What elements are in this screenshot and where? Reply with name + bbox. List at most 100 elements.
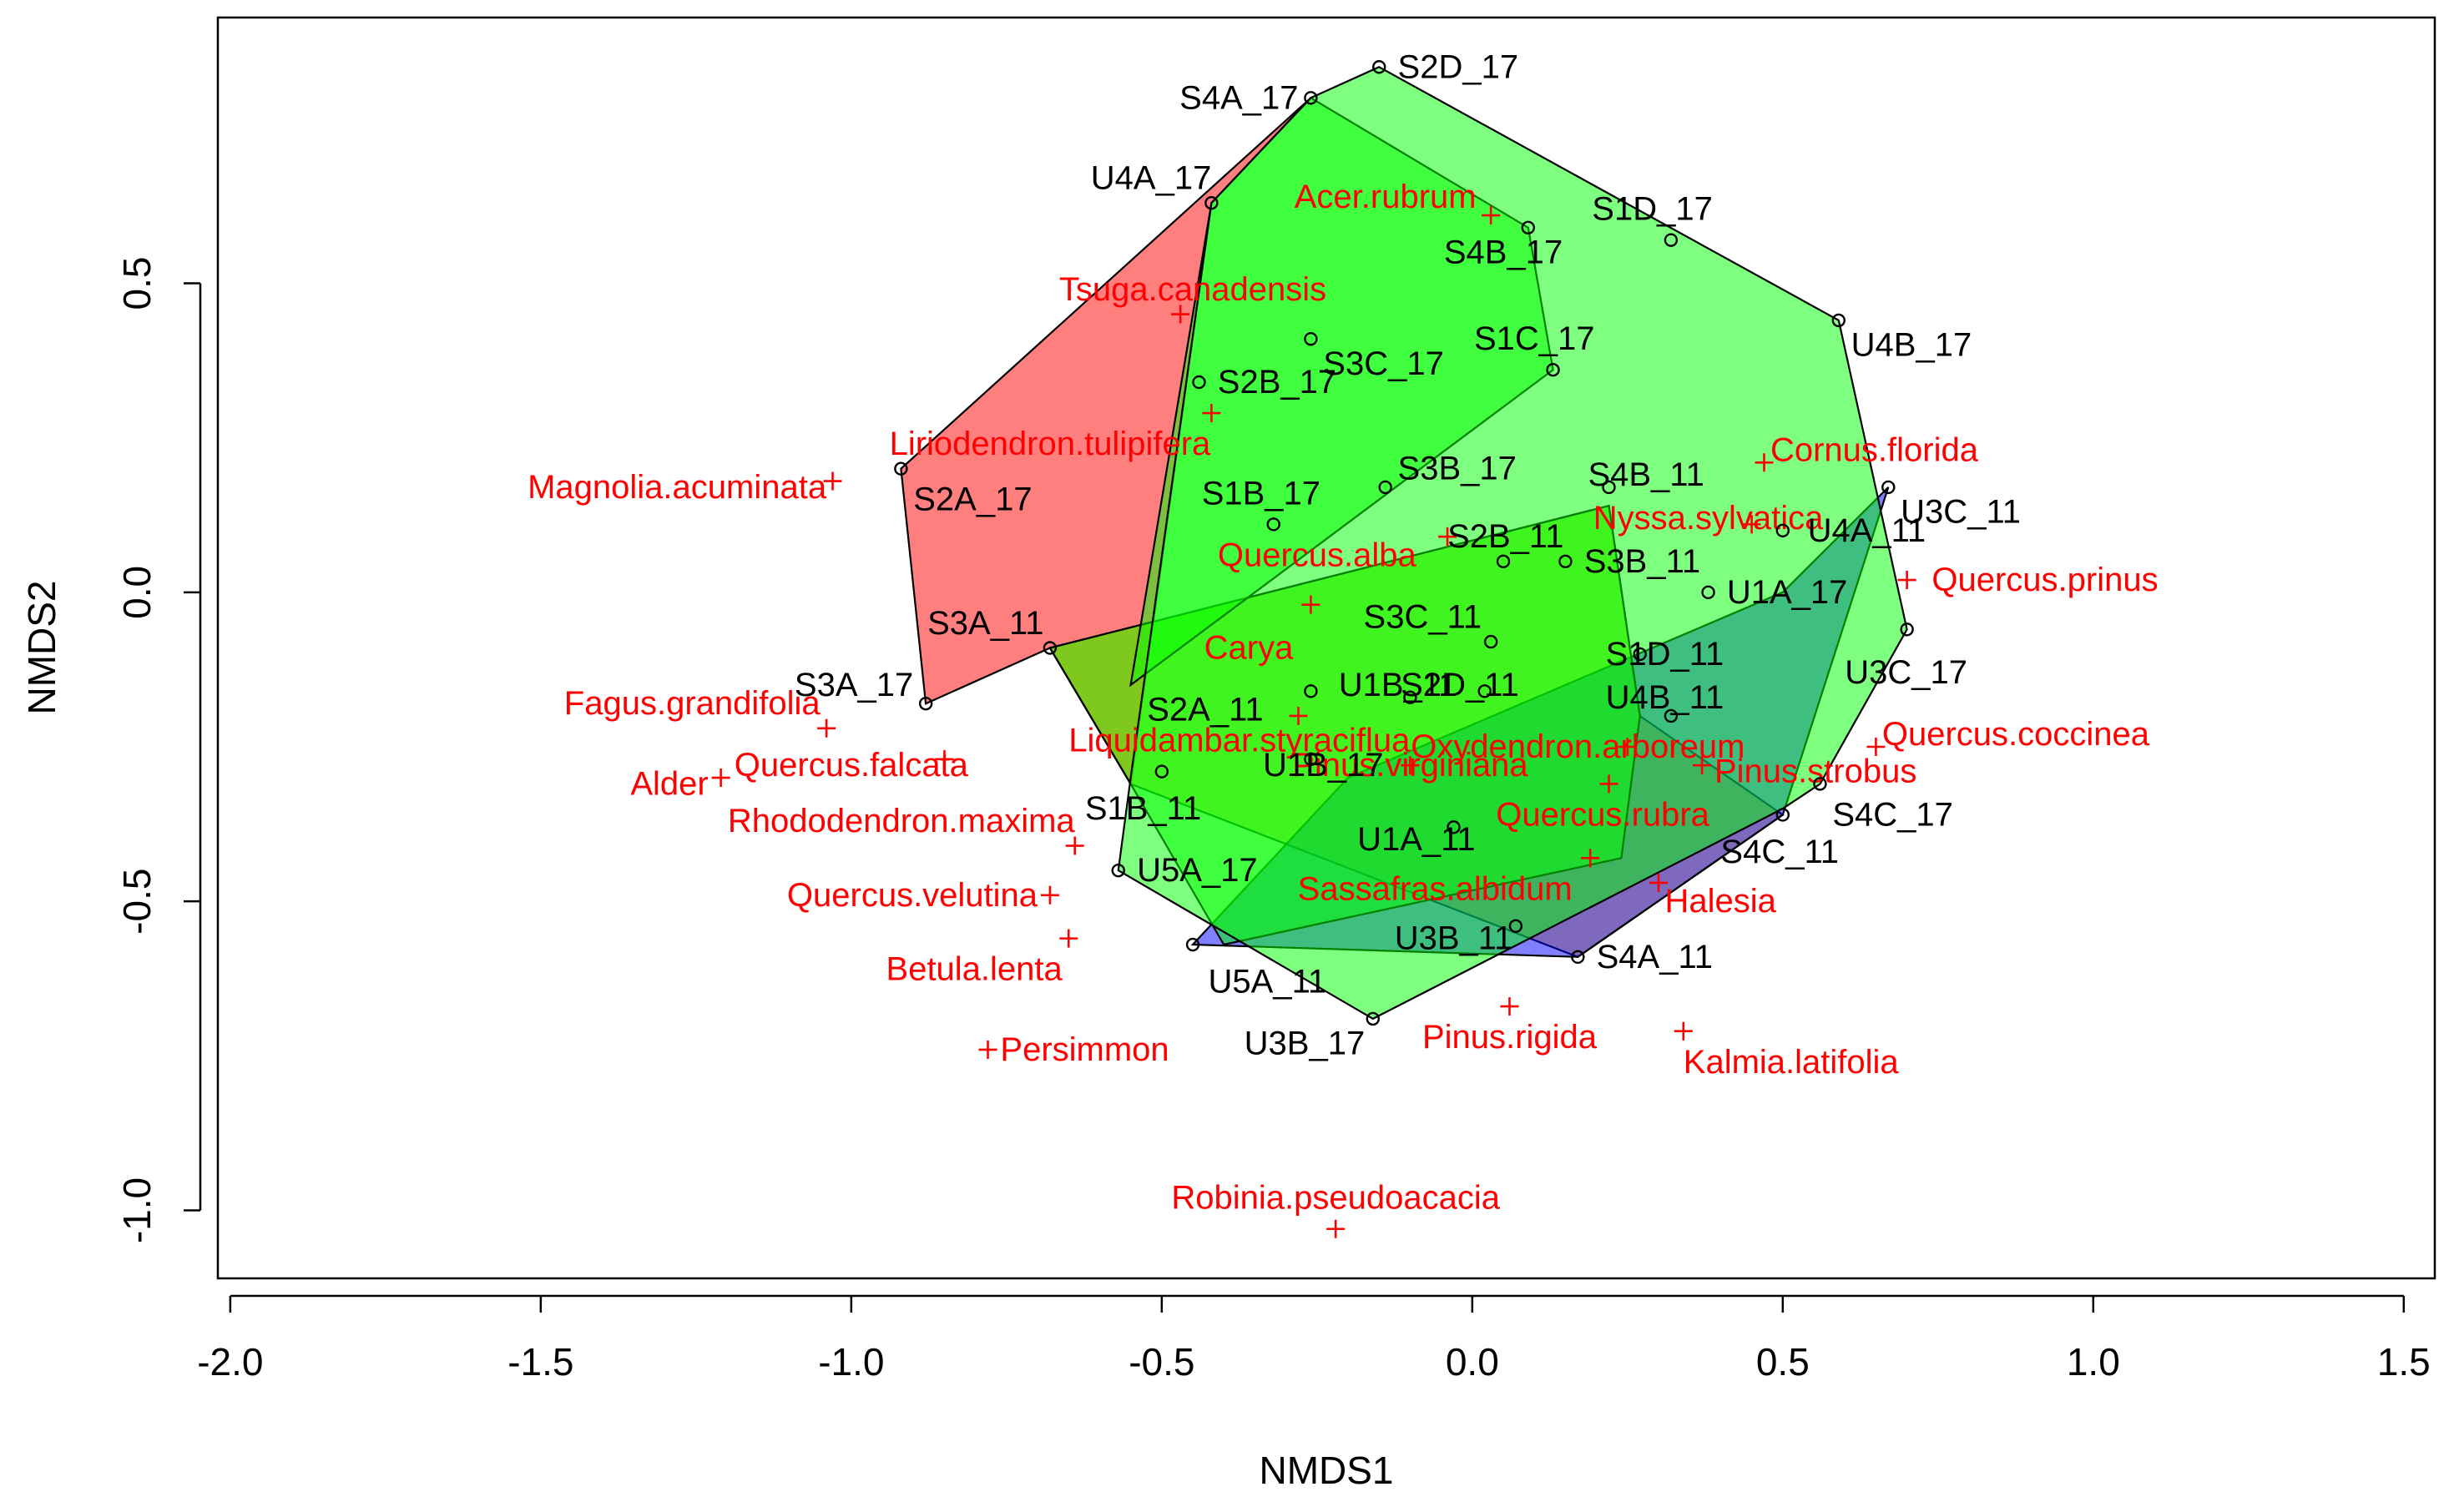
site-marker: [1403, 690, 1417, 704]
x-tick-label: -1.0: [818, 1340, 884, 1383]
species-marker: [1065, 836, 1084, 855]
site-label: S3B_17: [1398, 451, 1517, 487]
site-label: U4A_11: [1808, 512, 1926, 549]
species-label: Tsuga.canadensis: [1059, 271, 1326, 308]
site-label: S2B_11: [1447, 518, 1563, 555]
site-label: U1A_17: [1727, 574, 1848, 611]
site-marker: [1602, 480, 1616, 495]
y-tick-label: -0.5: [115, 869, 159, 935]
site-marker: [1378, 480, 1392, 495]
y-tick-label: -1.0: [115, 1177, 159, 1243]
site-label: S3C_17: [1323, 345, 1444, 382]
site-marker: [1701, 585, 1715, 600]
species-marker: [978, 1040, 997, 1059]
species-marker: [1289, 706, 1308, 725]
site-marker: [1185, 937, 1200, 952]
site-marker: [1154, 764, 1169, 779]
y-tick-label: 0.5: [115, 257, 159, 310]
species-marker: [1674, 1021, 1693, 1041]
species-marker: [1581, 849, 1600, 868]
x-tick-label: 0.0: [1446, 1340, 1499, 1383]
species-label: Quercus.velutina: [787, 877, 1038, 914]
site-label: S4B_17: [1444, 234, 1563, 270]
species-marker: [1755, 453, 1774, 472]
site-marker: [1664, 233, 1679, 247]
site-marker: [1372, 60, 1386, 74]
site-marker: [1204, 196, 1219, 210]
site-label: S4C_17: [1832, 796, 1953, 833]
species-marker: [935, 749, 954, 769]
site-marker: [1775, 808, 1790, 822]
species-marker: [1202, 404, 1221, 423]
species-marker: [1742, 515, 1761, 534]
species-marker: [1301, 595, 1320, 614]
site-marker: [1558, 554, 1573, 569]
site-label: U1B_11: [1339, 667, 1457, 703]
site-label: S3C_11: [1364, 598, 1482, 635]
site-label: U4A_17: [1091, 160, 1212, 197]
site-marker: [1775, 523, 1790, 537]
species-label: Halesia: [1664, 883, 1776, 920]
x-axis-title: NMDS1: [1259, 1449, 1393, 1492]
species-marker: [1040, 885, 1059, 905]
site-label: U4B_17: [1851, 327, 1972, 364]
x-tick-label: -0.5: [1129, 1340, 1194, 1383]
hulls-layer: [900, 66, 1908, 1021]
species-label: Robinia.pseudoacacia: [1171, 1180, 1500, 1217]
site-label: S3A_11: [927, 605, 1043, 642]
species-label: Pinus.strobus: [1714, 753, 1916, 790]
site-label: U3B_17: [1245, 1026, 1366, 1062]
site-label: S2A_17: [913, 481, 1032, 518]
species-marker: [1866, 738, 1886, 757]
site-marker: [1043, 641, 1058, 655]
species-label: Pinus.virginiana: [1292, 747, 1528, 784]
site-label: S4B_11: [1588, 456, 1704, 493]
species-layer: Acer.rubrum Tsuga.canadensis Liriodendron.…: [528, 179, 2159, 1238]
species-label: Acer.rubrum: [1295, 179, 1477, 215]
site-marker: [1477, 684, 1492, 698]
site-marker: [1571, 950, 1585, 965]
species-label: Persimmon: [1000, 1031, 1169, 1068]
site-marker: [894, 461, 908, 476]
site-marker: [1111, 863, 1125, 878]
x-tick-label: -2.0: [197, 1340, 263, 1383]
site-label: U3C_11: [1901, 494, 2021, 531]
site-marker: [918, 696, 933, 711]
site-marker: [1521, 220, 1535, 235]
x-tick-label: 1.5: [2377, 1340, 2431, 1383]
site-marker: [1633, 647, 1647, 662]
x-tick-label: 1.0: [2067, 1340, 2120, 1383]
site-marker: [1266, 517, 1280, 532]
site-marker: [1304, 752, 1318, 767]
species-marker: [1401, 756, 1420, 775]
species-marker: [1649, 873, 1669, 892]
site-marker: [1304, 91, 1318, 105]
species-label: Liriodendron.tulipifera: [890, 426, 1211, 462]
site-marker: [1508, 919, 1523, 934]
species-label: Quercus.coccinea: [1882, 716, 2150, 753]
species-label: Betula.lenta: [886, 951, 1063, 988]
species-marker: [711, 769, 730, 788]
y-axis-title: NMDS2: [20, 580, 63, 714]
site-marker: [1483, 634, 1498, 649]
sites-layer: S2D_17 S4A_17 U4A_17 S4B_17 S1D_17 U4B_17 S1C_…: [795, 48, 2021, 1061]
site-marker: [1831, 313, 1846, 328]
species-marker: [1693, 756, 1712, 775]
species-marker: [1599, 774, 1618, 794]
site-label: S3A_17: [795, 667, 913, 703]
site-label: S3B_11: [1584, 543, 1700, 580]
species-marker: [1059, 929, 1078, 948]
site-marker: [1304, 684, 1318, 698]
site-label: U4B_11: [1606, 679, 1724, 716]
species-label: Quercus.alba: [1218, 537, 1417, 573]
species-marker: [1482, 206, 1501, 225]
species-label: Rhododendron.maxima: [728, 803, 1076, 839]
y-tick-label: 0.0: [115, 566, 159, 619]
species-marker: [1897, 571, 1916, 590]
site-marker: [1304, 331, 1318, 346]
species-label: Kalmia.latifolia: [1684, 1044, 1900, 1081]
site-marker: [1366, 1011, 1380, 1026]
site-label: U1A_11: [1357, 821, 1476, 858]
species-label: Quercus.prinus: [1931, 562, 2158, 598]
site-label: S1C_17: [1474, 320, 1595, 357]
